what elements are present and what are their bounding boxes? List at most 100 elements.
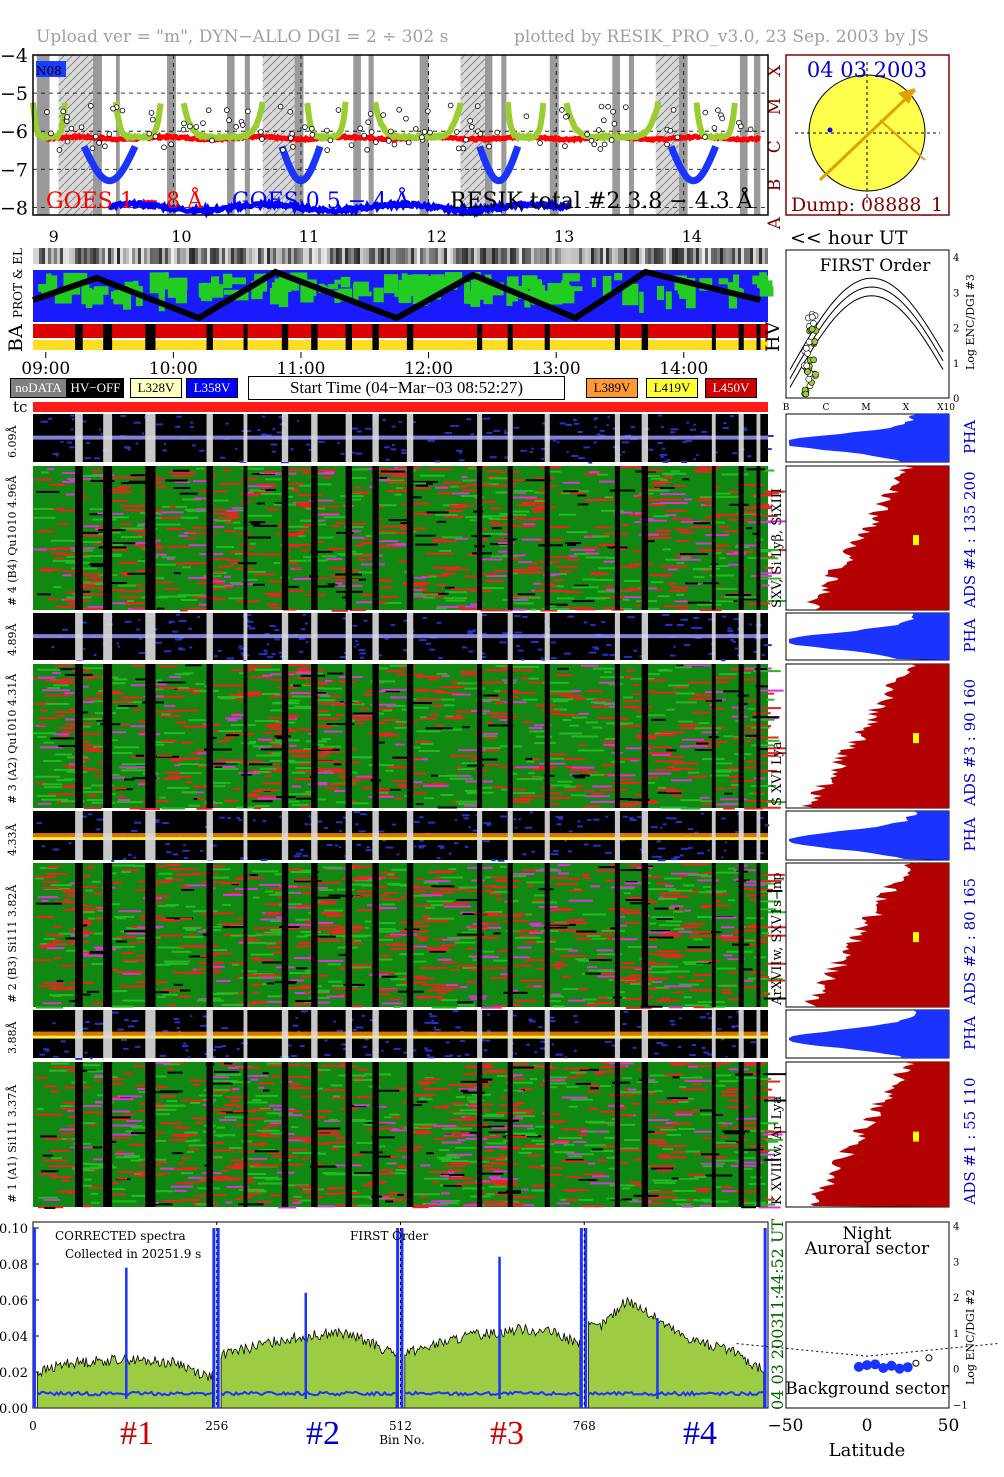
ads-cell xyxy=(264,890,274,893)
ads-cell xyxy=(471,955,496,958)
pha-noise xyxy=(424,1021,433,1024)
ads-cell xyxy=(74,573,101,576)
ads-gap xyxy=(145,466,156,610)
ads-cell xyxy=(61,553,88,556)
el-strip-cell xyxy=(99,248,102,264)
pha-noise xyxy=(165,843,170,846)
pha-noise xyxy=(481,614,487,617)
ads-cell xyxy=(179,492,198,495)
pha-noise xyxy=(52,848,60,851)
ads-cell xyxy=(426,574,449,577)
pha-noise xyxy=(571,455,579,458)
ads-cell xyxy=(249,521,266,524)
ads-cell xyxy=(528,727,543,730)
el-strip-cell xyxy=(558,248,561,264)
el-strip-cell xyxy=(666,248,669,264)
el-strip-cell xyxy=(186,248,189,264)
ads-cell xyxy=(378,885,388,888)
ads-cell xyxy=(96,906,108,909)
ads-cell xyxy=(135,754,145,757)
ads-cell xyxy=(375,938,394,941)
ads-cell xyxy=(118,561,139,564)
resik-point xyxy=(396,107,402,113)
ads-cell xyxy=(764,566,773,569)
ads-cell xyxy=(573,1153,594,1156)
ads-cell xyxy=(250,676,269,679)
prot-cell xyxy=(399,284,404,291)
pha-noise xyxy=(270,443,278,446)
ads-cell xyxy=(188,607,207,610)
ads-cell xyxy=(61,964,87,967)
ads-cell xyxy=(213,499,229,502)
ads-cell xyxy=(36,902,62,905)
ads-cell xyxy=(94,918,105,921)
ads-cell xyxy=(448,1169,463,1172)
ads-cell xyxy=(279,926,300,929)
ads-cell xyxy=(479,1165,494,1168)
spectrogram-right-label: ADS #4 : 135 200 xyxy=(961,471,979,609)
pha-noise xyxy=(463,817,469,820)
ads-cell xyxy=(283,585,299,588)
ads-cell xyxy=(735,719,742,722)
pha-noise xyxy=(592,844,601,847)
ads-cell xyxy=(683,996,692,999)
ads-cell xyxy=(42,1154,53,1157)
ads-cell xyxy=(657,595,670,598)
ads-cell xyxy=(330,525,340,528)
pha-noise xyxy=(437,656,444,659)
ads-cell xyxy=(496,1112,509,1115)
ads-cell xyxy=(555,961,565,964)
ads-cell xyxy=(282,868,304,871)
ads-cell xyxy=(227,719,237,722)
pha-noise xyxy=(359,652,367,655)
resik-point xyxy=(537,140,543,146)
pha-noise xyxy=(621,451,626,454)
pha-noise xyxy=(491,859,496,862)
pha-gap xyxy=(206,414,213,462)
ads-cell xyxy=(746,800,775,803)
hour-tick-label: 13 xyxy=(554,227,574,246)
prot-cell xyxy=(124,281,138,292)
pha-noise xyxy=(363,619,368,622)
ads-cell xyxy=(495,1162,520,1165)
pha-noise xyxy=(534,1051,538,1054)
ads-cell xyxy=(198,594,211,597)
ads-cell xyxy=(590,800,618,803)
prot-cell xyxy=(81,284,90,305)
ads-cell xyxy=(591,1148,604,1151)
ads-cell xyxy=(627,1088,637,1091)
ads-cell xyxy=(81,1064,100,1067)
pha-noise xyxy=(669,1020,675,1023)
ads-cell xyxy=(217,1112,226,1115)
ads-cell xyxy=(112,990,128,993)
ads-cell xyxy=(445,586,455,589)
ads-cell xyxy=(766,889,783,892)
ads-cell xyxy=(43,786,65,789)
ads-cell xyxy=(755,900,781,903)
pha-noise xyxy=(51,646,55,649)
ads-cell xyxy=(597,473,609,476)
ads-cell xyxy=(394,543,407,546)
pha-gap xyxy=(477,613,483,660)
ads-cell xyxy=(652,502,662,505)
pha-noise xyxy=(362,1045,368,1048)
pha-noise xyxy=(701,1046,706,1049)
el-strip-cell xyxy=(234,248,237,264)
pha-gap xyxy=(544,811,550,860)
ads-cell xyxy=(439,888,467,891)
ads-cell xyxy=(653,953,678,956)
ads-cell xyxy=(152,563,176,566)
pha-noise xyxy=(444,431,452,434)
pha-noise xyxy=(339,845,342,848)
ads-cell xyxy=(130,725,155,728)
ads-cell xyxy=(650,1132,669,1135)
ads-cell xyxy=(321,1064,336,1067)
ads-cell xyxy=(264,931,279,934)
ads-cell xyxy=(353,554,373,557)
ads-cell xyxy=(644,865,653,868)
pha-gap xyxy=(281,811,289,860)
ads-cell xyxy=(623,700,642,703)
ads-cell xyxy=(112,542,136,545)
dump-label: Dump: 08888_1 xyxy=(791,194,943,216)
ads-cell xyxy=(377,707,394,710)
